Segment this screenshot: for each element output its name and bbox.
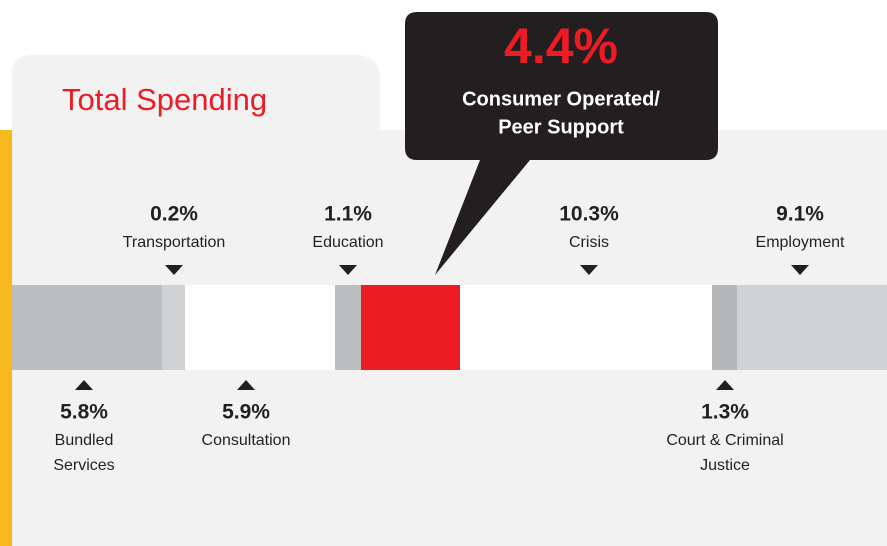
pointer <box>75 380 93 390</box>
category: Transportation <box>123 234 226 251</box>
callout-value: 4.4% <box>504 18 618 74</box>
category: Education <box>312 234 383 251</box>
segment <box>737 285 887 370</box>
segment <box>712 285 737 370</box>
pointer <box>339 265 357 275</box>
percent: 0.2% <box>150 203 198 226</box>
segment <box>361 285 460 370</box>
pointer <box>580 265 598 275</box>
callout-label: Consumer Operated/ <box>462 88 660 110</box>
segment <box>162 285 185 370</box>
pointer <box>237 380 255 390</box>
segment <box>185 285 335 370</box>
percent: 9.1% <box>776 203 824 226</box>
segment <box>335 285 361 370</box>
category: Justice <box>700 457 750 474</box>
category: Consultation <box>202 432 291 449</box>
percent: 1.3% <box>701 401 749 424</box>
segment <box>12 285 162 370</box>
percent: 10.3% <box>559 203 619 226</box>
labels-above: 0.2% Transportation 1.1% Education 10.3% Cris… <box>123 203 845 275</box>
category: Employment <box>756 234 845 251</box>
pointer <box>716 380 734 390</box>
spending-bar <box>12 285 887 370</box>
callout-box <box>405 12 718 275</box>
pointer <box>791 265 809 275</box>
callout-label: Peer Support <box>498 116 624 138</box>
category: Services <box>53 457 114 474</box>
accent-bar <box>0 130 12 546</box>
category: Bundled <box>55 432 114 449</box>
category: Crisis <box>569 234 609 251</box>
percent: 5.9% <box>222 401 270 424</box>
percent: 1.1% <box>324 203 372 226</box>
title: Total Spending <box>62 82 267 117</box>
percent: 5.8% <box>60 401 108 424</box>
segment <box>460 285 712 370</box>
pointer <box>165 265 183 275</box>
category: Court & Criminal <box>666 432 783 449</box>
labels-below: 5.8% Bundled Services 5.9% Consultation 1.3% C… <box>53 380 784 474</box>
